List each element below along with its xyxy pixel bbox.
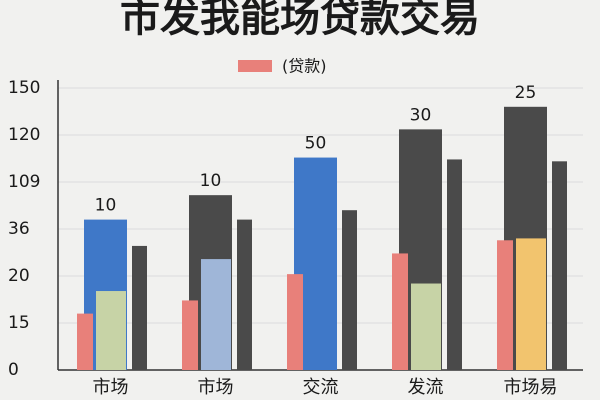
annotation: 30: [410, 105, 432, 125]
y-tick-label: 0: [8, 360, 19, 380]
bar: [182, 300, 198, 370]
annotation: 25: [515, 83, 537, 103]
bar: [552, 161, 567, 370]
bar: [96, 291, 126, 370]
x-tick-label: 发流: [408, 377, 444, 398]
annotation: 10: [95, 196, 117, 216]
legend-swatch: [238, 60, 272, 72]
y-tick-label: 36: [8, 219, 30, 239]
bar: [342, 210, 357, 370]
bar: [77, 313, 93, 370]
y-tick-label: 15: [8, 313, 30, 333]
bar: [411, 283, 441, 370]
x-tick-label: 市场易: [504, 377, 558, 398]
x-tick-label: 交流: [303, 377, 339, 398]
bar: [237, 219, 252, 370]
legend-label: (贷款): [282, 57, 327, 76]
bar: [392, 253, 408, 370]
bar: [516, 238, 546, 370]
x-tick-label: 市场: [93, 377, 129, 398]
bar: [497, 240, 513, 370]
bar: [447, 159, 462, 370]
y-tick-label: 120: [8, 125, 40, 145]
y-tick-label: 20: [8, 266, 30, 286]
bar: [287, 274, 303, 370]
chart-title: 市发我能场贷款交易: [120, 0, 480, 41]
bar: [132, 245, 147, 370]
y-tick-label: 109: [8, 172, 40, 192]
x-tick-label: 市场: [198, 377, 234, 398]
annotation: 10: [200, 171, 222, 191]
annotation: 50: [305, 134, 327, 154]
bar: [201, 259, 231, 370]
y-tick-label: 150: [8, 78, 40, 98]
